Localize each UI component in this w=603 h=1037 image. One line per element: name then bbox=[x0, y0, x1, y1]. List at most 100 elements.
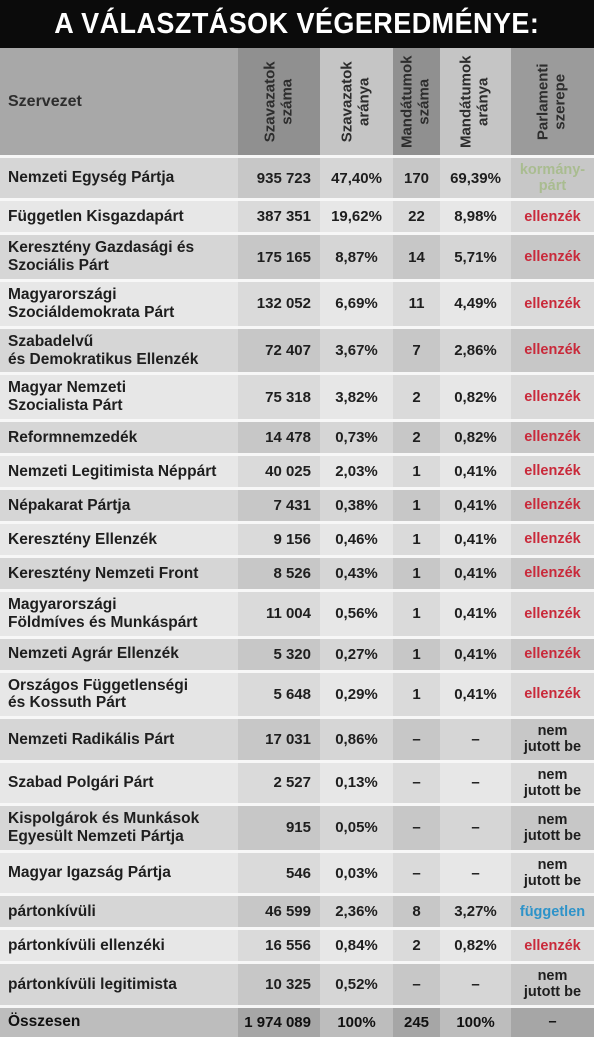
party-name: Szabadelvű és Demokratikus Ellenzék bbox=[0, 328, 238, 373]
votes-share: 3,67% bbox=[320, 328, 393, 373]
mandates-share: 0,82% bbox=[440, 375, 511, 419]
mandates-share: 4,49% bbox=[440, 282, 511, 326]
mandates-count: 1 bbox=[393, 591, 440, 636]
votes-count: 7 431 bbox=[238, 489, 320, 521]
mandates-count: 2 bbox=[393, 930, 440, 962]
votes-share: 3,82% bbox=[320, 375, 393, 419]
party-name: Magyarországi Szociáldemokrata Párt bbox=[0, 282, 238, 326]
table-row: Magyarországi Szociáldemokrata Párt 132 … bbox=[0, 279, 594, 326]
party-name: Független Kisgazdapárt bbox=[0, 201, 238, 233]
mandates-count: 14 bbox=[393, 235, 440, 280]
party-name: pártonkívüli bbox=[0, 896, 238, 928]
party-name: Népakarat Pártja bbox=[0, 489, 238, 521]
party-name: Keresztény Nemzeti Front bbox=[0, 557, 238, 589]
parliament-role: ellenzék bbox=[511, 638, 594, 670]
votes-share: 0,03% bbox=[320, 852, 393, 894]
mandates-share: – bbox=[440, 762, 511, 804]
votes-count: 132 052 bbox=[238, 282, 320, 326]
votes-count: 935 723 bbox=[238, 158, 320, 199]
mandates-count: 1 bbox=[393, 557, 440, 589]
table-row: Népakarat Pártja 7 431 0,38% 1 0,41% ell… bbox=[0, 486, 594, 521]
table-header: Szervezet Szavazatok száma Szavazatok ar… bbox=[0, 48, 594, 155]
votes-share: 6,69% bbox=[320, 282, 393, 326]
total-parliament-role: – bbox=[511, 1007, 594, 1037]
party-name: Nemzeti Legitimista Néppárt bbox=[0, 455, 238, 487]
header-label-line: Mandátumok bbox=[457, 55, 475, 148]
parliament-role: ellenzék bbox=[511, 421, 594, 453]
party-name: Keresztény Gazdasági és Szociális Párt bbox=[0, 235, 238, 280]
votes-share: 0,52% bbox=[320, 964, 393, 1005]
parliament-role: nem jutott be bbox=[511, 719, 594, 760]
votes-share: 0,29% bbox=[320, 672, 393, 717]
parliament-role: ellenzék bbox=[511, 455, 594, 487]
parliament-role: ellenzék bbox=[511, 375, 594, 419]
votes-count: 10 325 bbox=[238, 964, 320, 1005]
mandates-share: – bbox=[440, 852, 511, 894]
votes-share: 19,62% bbox=[320, 201, 393, 233]
votes-count: 5 320 bbox=[238, 638, 320, 670]
table-row: Magyarországi Földmíves és Munkáspárt 11… bbox=[0, 588, 594, 636]
column-header-mandatumok-szama: Mandátumok száma bbox=[393, 48, 440, 155]
table-row: Nemzeti Egység Pártja 935 723 47,40% 170… bbox=[0, 155, 594, 199]
table-row: Országos Függetlenségi és Kossuth Párt 5… bbox=[0, 669, 594, 717]
mandates-count: – bbox=[393, 964, 440, 1005]
votes-share: 0,38% bbox=[320, 489, 393, 521]
party-name: Magyar Igazság Pártja bbox=[0, 852, 238, 894]
parliament-role: ellenzék bbox=[511, 591, 594, 636]
votes-share: 0,56% bbox=[320, 591, 393, 636]
votes-share: 2,03% bbox=[320, 455, 393, 487]
table-row: Keresztény Gazdasági és Szociális Párt 1… bbox=[0, 232, 594, 280]
mandates-count: 8 bbox=[393, 896, 440, 928]
table-row: pártonkívüli 46 599 2,36% 8 3,27% függet… bbox=[0, 893, 594, 928]
table-row: Magyar Igazság Pártja 546 0,03% – – nem … bbox=[0, 849, 594, 894]
table-row: Magyar Nemzeti Szocialista Párt 75 318 3… bbox=[0, 372, 594, 419]
table-row: Szabadelvű és Demokratikus Ellenzék 72 4… bbox=[0, 325, 594, 373]
mandates-share: 69,39% bbox=[440, 158, 511, 199]
votes-count: 8 526 bbox=[238, 557, 320, 589]
parliament-role: nem jutott be bbox=[511, 852, 594, 894]
mandates-share: 0,82% bbox=[440, 421, 511, 453]
votes-share: 0,46% bbox=[320, 523, 393, 555]
total-label: Összesen bbox=[0, 1007, 238, 1037]
votes-count: 46 599 bbox=[238, 896, 320, 928]
mandates-share: 3,27% bbox=[440, 896, 511, 928]
votes-share: 0,73% bbox=[320, 421, 393, 453]
table-row: Szabad Polgári Párt 2 527 0,13% – – nem … bbox=[0, 759, 594, 804]
column-header-szervezet: Szervezet bbox=[0, 48, 238, 155]
table-row: Keresztény Nemzeti Front 8 526 0,43% 1 0… bbox=[0, 554, 594, 589]
party-name: pártonkívüli ellenzéki bbox=[0, 930, 238, 962]
mandates-share: – bbox=[440, 806, 511, 850]
table-row: pártonkívüli ellenzéki 16 556 0,84% 2 0,… bbox=[0, 927, 594, 962]
mandates-share: 0,41% bbox=[440, 557, 511, 589]
table-row: Keresztény Ellenzék 9 156 0,46% 1 0,41% … bbox=[0, 520, 594, 555]
votes-count: 75 318 bbox=[238, 375, 320, 419]
votes-count: 14 478 bbox=[238, 421, 320, 453]
mandates-share: 0,41% bbox=[440, 672, 511, 717]
party-name: Nemzeti Agrár Ellenzék bbox=[0, 638, 238, 670]
table-row: Nemzeti Radikális Párt 17 031 0,86% – – … bbox=[0, 716, 594, 760]
page-title: A VÁLASZTÁSOK VÉGEREDMÉNYE: bbox=[54, 7, 540, 40]
header-label-line: száma bbox=[278, 78, 295, 125]
mandates-share: 2,86% bbox=[440, 328, 511, 373]
mandates-count: – bbox=[393, 806, 440, 850]
mandates-count: 1 bbox=[393, 489, 440, 521]
mandates-count: 11 bbox=[393, 282, 440, 326]
votes-share: 0,27% bbox=[320, 638, 393, 670]
mandates-count: 170 bbox=[393, 158, 440, 199]
party-name: Reformnemzedék bbox=[0, 421, 238, 453]
parliament-role: ellenzék bbox=[511, 489, 594, 521]
votes-share: 0,86% bbox=[320, 719, 393, 760]
votes-count: 17 031 bbox=[238, 719, 320, 760]
parliament-role: ellenzék bbox=[511, 328, 594, 373]
mandates-count: 2 bbox=[393, 421, 440, 453]
header-label-line: Parlamenti bbox=[534, 63, 552, 140]
header-label-line: szerepe bbox=[551, 73, 569, 130]
mandates-count: 1 bbox=[393, 638, 440, 670]
table-row: Kispolgárok és Munkások Egyesült Nemzeti… bbox=[0, 803, 594, 850]
header-label-line: Szavazatok bbox=[338, 61, 356, 142]
votes-count: 40 025 bbox=[238, 455, 320, 487]
votes-share: 47,40% bbox=[320, 158, 393, 199]
table-row: Reformnemzedék 14 478 0,73% 2 0,82% elle… bbox=[0, 418, 594, 453]
header-label-line: aránya bbox=[474, 77, 492, 126]
total-mandates-share: 100% bbox=[440, 1007, 511, 1037]
